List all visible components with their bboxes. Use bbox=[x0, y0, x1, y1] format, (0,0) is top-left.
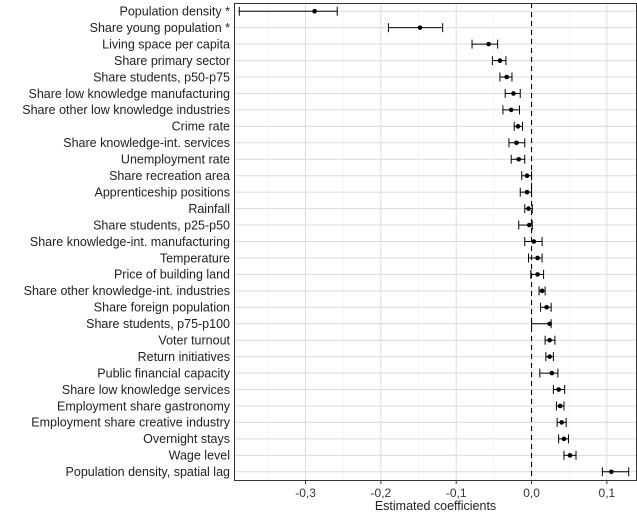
coefficient-point bbox=[497, 58, 503, 63]
coefficient-point bbox=[508, 107, 514, 113]
coefficient-point bbox=[486, 41, 491, 47]
coefficient-point bbox=[531, 239, 537, 244]
coefficient-point bbox=[557, 403, 563, 409]
category-label: Voter turnout bbox=[158, 333, 230, 347]
coefficient-point bbox=[504, 74, 509, 80]
coefficient-point bbox=[559, 420, 564, 425]
coefficient-point bbox=[516, 156, 522, 162]
x-tick-label: -0,1 bbox=[446, 486, 467, 500]
coefficient-point bbox=[524, 173, 530, 179]
x-axis-title: Estimated coefficients bbox=[375, 499, 496, 513]
x-axis-ticks: -0,3 -0,2 -0,1 0,0 0,1 bbox=[295, 480, 616, 500]
category-label: Population density, spatial lag bbox=[66, 465, 231, 479]
coefficient-point bbox=[417, 25, 423, 30]
coefficient-point bbox=[547, 337, 552, 343]
category-label: Employment share creative industry bbox=[31, 416, 230, 430]
category-label: Share other low knowledge industries bbox=[22, 103, 230, 117]
category-label: Unemployment rate bbox=[121, 153, 230, 167]
grid-layer bbox=[234, 3, 637, 480]
category-label: Share other knowledge-int. industries bbox=[24, 284, 230, 298]
x-tick-label: -0,2 bbox=[371, 486, 392, 500]
category-label: Price of building land bbox=[114, 268, 230, 282]
category-label: Overnight stays bbox=[143, 432, 230, 446]
category-label: Wage level bbox=[169, 449, 230, 463]
category-label: Share low knowledge services bbox=[62, 383, 230, 397]
coefficient-point bbox=[567, 453, 573, 458]
coefficient-point bbox=[312, 8, 317, 14]
category-label: Share foreign population bbox=[94, 301, 230, 315]
coefficient-point bbox=[535, 255, 540, 261]
coefficient-point bbox=[544, 304, 549, 310]
category-label: Share knowledge-int. services bbox=[63, 136, 230, 150]
x-tick-label: 0,0 bbox=[523, 486, 540, 500]
coefficient-point bbox=[561, 436, 567, 442]
category-label: Share students, p50-p75 bbox=[93, 70, 230, 84]
coefficient-point bbox=[547, 354, 552, 359]
x-tick-label: -0,3 bbox=[295, 486, 316, 500]
coefficient-point bbox=[526, 222, 532, 228]
coefficient-point bbox=[539, 288, 545, 294]
error-bars-layer bbox=[238, 6, 630, 477]
coefficient-point bbox=[535, 272, 540, 277]
category-labels: Population density * Share young populati… bbox=[22, 5, 231, 480]
category-label: Share knowledge-int. manufacturing bbox=[30, 235, 230, 249]
coefficient-point bbox=[511, 91, 516, 96]
category-label: Apprenticeship positions bbox=[95, 185, 231, 199]
category-label: Living space per capita bbox=[102, 37, 230, 51]
x-tick-label: 0,1 bbox=[599, 486, 616, 500]
coefficient-point bbox=[526, 206, 531, 211]
category-label: Return initiatives bbox=[138, 350, 230, 364]
coefficient-point bbox=[524, 189, 530, 195]
category-label: Share young population * bbox=[90, 21, 231, 35]
category-label: Rainfall bbox=[188, 202, 230, 216]
coefficient-point bbox=[549, 370, 555, 376]
category-label: Share students, p75-p100 bbox=[86, 317, 230, 331]
category-label: Share students, p25-p50 bbox=[93, 218, 230, 232]
coefficient-point bbox=[547, 321, 552, 327]
coefficient-point bbox=[609, 469, 614, 475]
category-label: Employment share gastronomy bbox=[57, 399, 231, 413]
category-label: Population density * bbox=[120, 5, 231, 19]
category-label: Share low knowledge manufacturing bbox=[28, 87, 230, 101]
category-label: Share primary sector bbox=[114, 54, 230, 68]
coefficient-point bbox=[556, 387, 561, 392]
category-label: Share recreation area bbox=[109, 169, 230, 183]
coefficient-point bbox=[514, 140, 519, 146]
category-label: Temperature bbox=[160, 251, 230, 265]
coefficient-point bbox=[515, 124, 521, 129]
category-label: Public financial capacity bbox=[97, 366, 230, 380]
category-label: Crime rate bbox=[172, 120, 230, 134]
